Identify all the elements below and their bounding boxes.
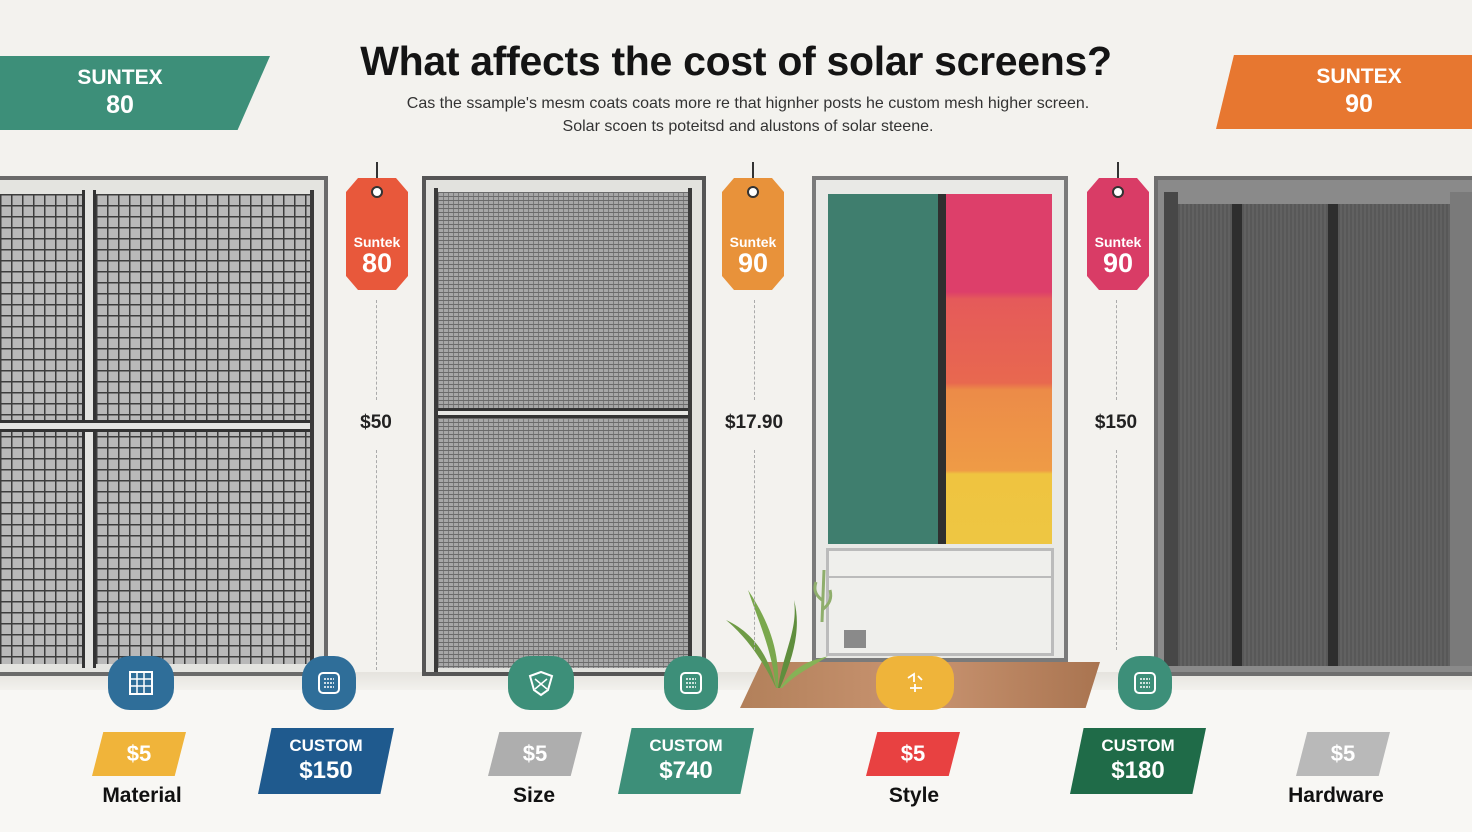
cost-badge-custom: CUSTOM $740 — [618, 728, 754, 794]
banner-value: 90 — [1345, 90, 1373, 118]
mid-price: $150 — [1094, 412, 1138, 433]
mid-price: $50 — [360, 412, 392, 433]
mesh-grid-icon — [108, 656, 174, 710]
cost-label: CUSTOM — [1101, 736, 1175, 755]
banner-label: SUNTEX — [1316, 65, 1402, 88]
tag-hole — [747, 186, 759, 198]
dotted-line — [376, 450, 377, 670]
cost-badge-hardware: $5 — [1296, 732, 1390, 776]
small-box — [844, 630, 866, 648]
cost-value: $740 — [659, 757, 713, 784]
cost-value: $5 — [900, 741, 926, 766]
banner-label: SUNTEX — [77, 66, 163, 89]
plant-icon — [726, 569, 833, 688]
tag-label: Suntek — [353, 234, 401, 250]
subtitle-line-2: Solar scoen ts poteitsd and alustons of … — [562, 118, 934, 135]
price-tag-suntek-80: Suntek 80 — [346, 162, 408, 290]
dotted-line — [1116, 300, 1117, 400]
tag-value: 90 — [737, 248, 769, 278]
palette-icon — [876, 656, 954, 710]
cost-value: $5 — [126, 741, 152, 766]
cost-value: $5 — [522, 741, 548, 766]
floor-shadow — [0, 672, 1472, 692]
banner-value: 80 — [106, 91, 134, 119]
page-title: What affects the cost of solar screens? — [360, 38, 1112, 84]
cost-value: $5 — [1330, 741, 1356, 766]
category-size: Size — [512, 784, 556, 807]
subtitle-line-1: Cas the ssample's mesm coats coats more … — [406, 95, 1090, 112]
category-material: Material — [102, 784, 182, 807]
dotted-line — [376, 300, 377, 400]
dotted-line — [754, 450, 755, 650]
cost-value: $180 — [1111, 757, 1165, 784]
cost-badge-size: $5 — [488, 732, 582, 776]
banner-suntex-80: SUNTEX 80 — [0, 56, 270, 130]
dotted-line — [1116, 450, 1117, 650]
category-style: Style — [888, 784, 940, 807]
cost-badge-custom: CUSTOM $150 — [258, 728, 394, 794]
cost-badge-custom: CUSTOM $180 — [1070, 728, 1206, 794]
category-hardware: Hardware — [1288, 784, 1384, 807]
mesh-roll-icon — [302, 656, 356, 710]
tag-hole — [1112, 186, 1124, 198]
tag-value: 90 — [1102, 248, 1134, 278]
dotted-line — [754, 300, 755, 400]
cost-label: CUSTOM — [649, 736, 723, 755]
mesh-roll-icon — [1118, 656, 1172, 710]
tag-value: 80 — [361, 248, 393, 278]
shield-icon — [508, 656, 574, 710]
mesh-roll-icon — [664, 656, 718, 710]
tag-label: Suntek — [729, 234, 777, 250]
tag-label: Suntek — [1094, 234, 1142, 250]
price-tag-suntek-90: Suntek 90 — [722, 162, 784, 290]
cost-value: $150 — [299, 757, 353, 784]
cost-badge-material: $5 — [92, 732, 186, 776]
page-subtitle: Cas the ssample's mesm coats coats more … — [0, 92, 1472, 138]
tag-hole — [371, 186, 383, 198]
price-tag-suntek-90-pink: Suntek 90 — [1087, 162, 1149, 290]
cost-label: CUSTOM — [289, 736, 363, 755]
cost-badge-style: $5 — [866, 732, 960, 776]
banner-suntex-90: SUNTEX 90 — [1216, 55, 1472, 129]
mid-price: $17.90 — [724, 412, 784, 433]
